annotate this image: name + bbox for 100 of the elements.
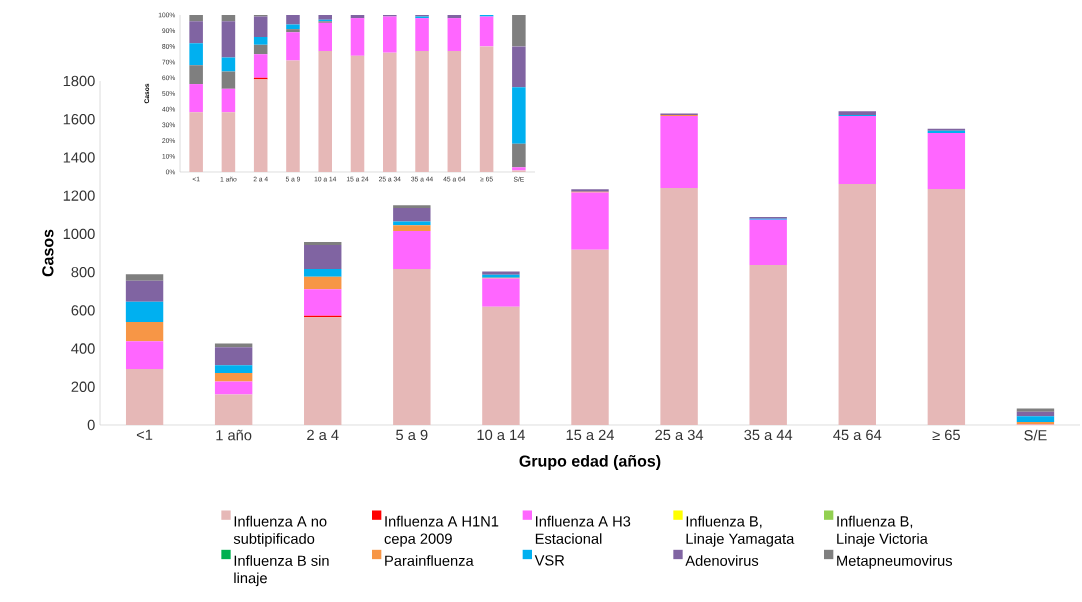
bar: [253, 16, 268, 37]
x-axis-title: Grupo edad (años): [519, 454, 661, 470]
x-tick-label: 15 a 24: [566, 429, 615, 441]
legend-label: VSR: [534, 555, 565, 566]
bar: [660, 115, 698, 189]
legend-label: Metapneumovirus: [837, 555, 953, 569]
y-tick-label: 400: [71, 343, 95, 354]
bar: [447, 51, 462, 172]
legend-label: Influenza B, Linaje Victoria: [837, 515, 928, 547]
bar: [125, 341, 164, 369]
bar: [318, 14, 333, 20]
bar: [1016, 411, 1055, 417]
bar: [393, 269, 431, 425]
bar: [189, 21, 203, 44]
bar: [479, 46, 494, 172]
bar: [838, 184, 876, 425]
bar: [350, 14, 365, 19]
y-tick-label: 1000: [63, 228, 95, 240]
bar: [512, 143, 526, 168]
bar: [286, 14, 300, 25]
bar: [221, 21, 236, 58]
bar: [304, 276, 342, 290]
bar: [214, 394, 253, 425]
y-axis-title: Casos: [42, 229, 54, 277]
bar: [125, 301, 164, 322]
legend-label: Influenza A H3 Estacional: [535, 515, 631, 544]
y-tick-label: 800: [71, 266, 95, 278]
bar: [286, 32, 300, 61]
bar: [304, 289, 342, 316]
bar: [447, 14, 462, 19]
y-tick-label: 200: [71, 381, 95, 392]
bar: [221, 57, 236, 72]
y-tick-label: 1400: [63, 152, 95, 163]
bar: [253, 44, 268, 55]
x-tick-label: 25 a 34: [655, 429, 704, 441]
bar: [304, 241, 342, 245]
bar: [1016, 408, 1055, 412]
bar: [749, 265, 787, 425]
bar: [221, 71, 236, 89]
bar: [318, 51, 333, 172]
bar: [350, 55, 365, 172]
bar: [415, 51, 429, 172]
bar: [253, 36, 268, 45]
bar: [189, 65, 203, 85]
y-tick-label: 1600: [63, 114, 95, 125]
bar: [189, 112, 203, 172]
bar: [304, 317, 342, 425]
bar: [189, 43, 203, 66]
bar: [927, 188, 966, 425]
x-tick-label: S/E: [1024, 429, 1047, 441]
x-tick-label: 10 a 14: [477, 429, 525, 441]
bar: [253, 79, 268, 172]
y-tick-label: 1800: [63, 75, 95, 87]
bar: [221, 112, 236, 172]
bar: [189, 14, 203, 22]
bar: [512, 87, 526, 144]
x-tick-label: <1: [136, 429, 153, 440]
legend-label: Influenza A no subtipificado: [233, 515, 327, 547]
bar: [304, 244, 342, 270]
bar: [447, 18, 462, 52]
bar: [571, 192, 609, 250]
legend-label: Adenovirus: [685, 555, 759, 566]
bar: [927, 132, 966, 189]
bar: [393, 231, 431, 270]
bar: [125, 368, 164, 425]
y-tick-label: 0: [87, 419, 95, 431]
bar: [214, 381, 253, 395]
bar: [350, 18, 365, 56]
bar: [482, 306, 520, 425]
bar: [304, 269, 342, 277]
bar: [838, 111, 876, 116]
x-tick-label: 2 a 4: [307, 429, 339, 441]
bar: [125, 321, 164, 342]
bar: [214, 343, 253, 348]
bar: [125, 280, 164, 302]
bar: [393, 225, 431, 232]
bar: [660, 188, 698, 425]
bar: [189, 84, 203, 113]
x-tick-label: ≥ 65: [932, 429, 960, 441]
bar: [838, 115, 876, 184]
bar: [571, 249, 609, 425]
x-tick-label: 45 a 64: [833, 429, 882, 441]
bar: [383, 52, 397, 172]
bar: [214, 373, 253, 382]
bar: [482, 278, 520, 307]
bar: [221, 88, 236, 113]
bar: [512, 46, 526, 88]
x-tick-label: 1 año: [216, 429, 252, 441]
bar: [512, 14, 526, 47]
bar: [286, 24, 300, 30]
legend-label: Parainfluenza: [385, 555, 474, 566]
legend-label: Influenza A H1N1 cepa 2009: [384, 515, 499, 547]
x-tick-label: 35 a 44: [744, 429, 793, 441]
bar: [286, 29, 300, 33]
bar: [318, 22, 333, 52]
bar: [253, 54, 268, 78]
bar: [286, 60, 300, 172]
bar: [221, 14, 236, 22]
legend-label: Influenza B, Linaje Yamagata: [686, 515, 795, 547]
x-tick-label: 5 a 9: [396, 429, 428, 441]
